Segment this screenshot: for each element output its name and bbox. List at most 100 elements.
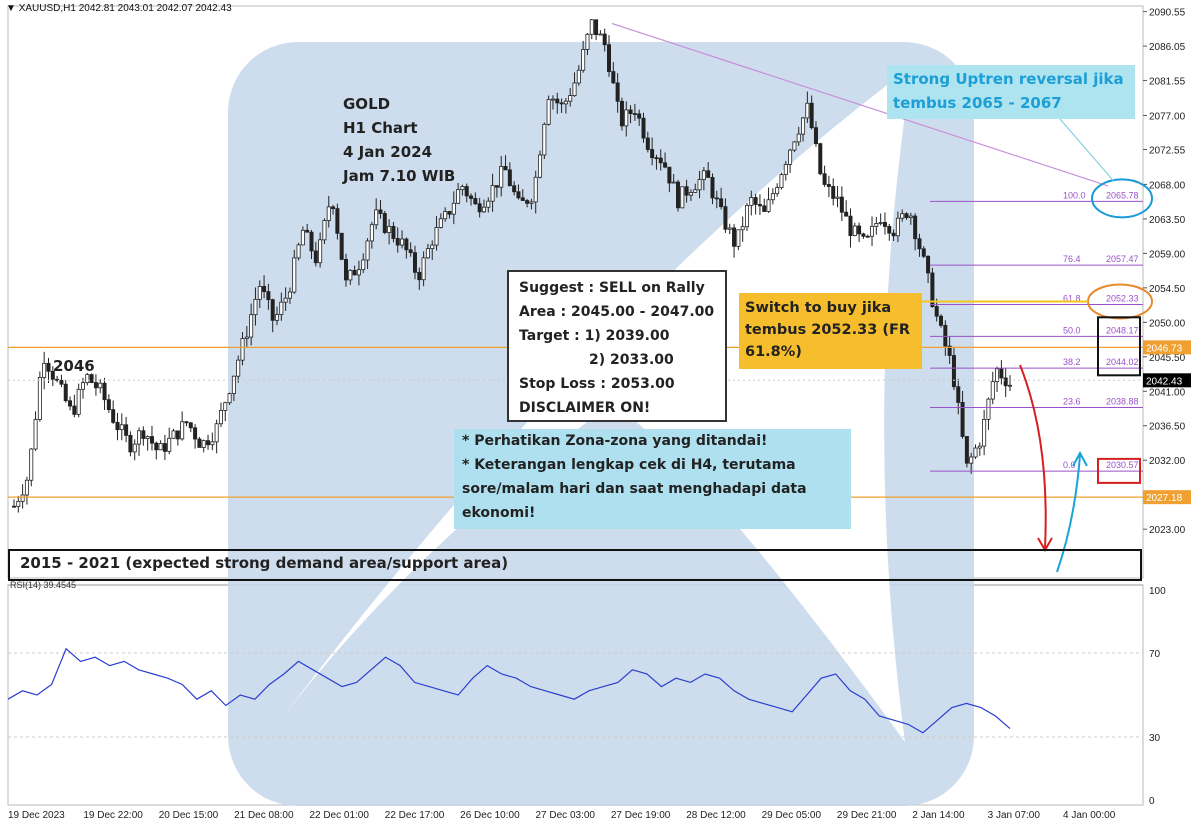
candle-body [658,157,663,164]
candle-body [460,186,465,191]
candle-body [24,479,29,496]
candle-body [124,424,129,436]
candle-body [757,204,762,207]
candle-body [287,291,292,299]
candle-body [744,205,749,228]
candle-body [400,238,405,246]
price-level-tag-label: 2046.73 [1146,343,1183,354]
candle-body [589,19,594,35]
candle-body [775,187,780,195]
candle-body [404,238,409,251]
x-tick-label: 22 Dec 17:00 [385,810,445,821]
candle-body [391,225,396,239]
candle-body [839,196,844,213]
candle-body [128,434,133,453]
suggest-line: Area : 2045.00 - 2047.00 [519,304,715,320]
candle-body [16,500,21,507]
price-level-tag [1143,340,1191,355]
candle-body [641,117,646,139]
candle-body [50,370,55,380]
candle-body [783,164,788,176]
switch-buy-note: Switch to buy jika tembus 2052.33 (FR 61… [739,293,922,369]
candle-body [533,176,538,203]
candle-body [749,197,754,206]
candle-body [727,227,732,230]
dropdown-arrow-icon[interactable]: ▼ [6,3,16,14]
fib-ratio-label: 61.8 [1063,293,1081,303]
price-level-tag [1143,490,1191,505]
y-tick-label: 2041.00 [1149,387,1186,398]
candle-body [576,69,581,84]
uptrend-pointer [1059,118,1115,182]
candle-body [990,381,995,400]
candle-body [546,99,551,125]
y-tick-label: 2077.00 [1149,111,1186,122]
candle-body [115,421,120,431]
candle-body [878,222,883,224]
candle-body [244,336,249,339]
fib-ratio-label: 23.6 [1063,397,1081,407]
fib-price-label: 2044.02 [1106,357,1139,367]
candle-body [369,224,374,242]
symbol-label: XAUUSD,H1 [18,3,76,14]
candle-body [917,238,922,250]
gold-title-line: GOLD [343,95,391,113]
candle-body [581,49,586,71]
candle-body [63,383,68,402]
candle-body [585,33,590,50]
candle-body [469,195,474,199]
candle-body [408,249,413,254]
candle-body [632,113,637,115]
candle-body [615,82,620,102]
candle-body [42,362,47,378]
candle-body [343,258,348,281]
candle-body [770,193,775,201]
candle-body [684,186,689,196]
demand-zone-box: 2015 - 2021 (expected strong demand area… [8,549,1142,581]
x-tick-label: 27 Dec 19:00 [611,810,671,821]
candle-body [421,257,426,281]
candle-body [598,33,603,36]
candle-body [339,232,344,260]
candle-body [292,257,297,293]
y-tick-label: 2072.55 [1149,146,1186,157]
candle-body [486,200,491,208]
candle-body [542,123,547,156]
candle-body [766,199,771,212]
uptrend-note: Strong Uptren reversal jika tembus 2065 … [887,65,1135,119]
candle-body [865,235,870,238]
candle-body [167,437,172,452]
y-tick-label: 2032.00 [1149,456,1186,467]
candle-body [218,409,223,425]
candle-body [512,185,517,193]
candle-body [934,306,939,317]
candle-body [943,324,948,347]
candle-body [283,297,288,303]
candle-body [72,405,77,415]
rsi-tick-label: 70 [1149,649,1161,660]
x-tick-label: 22 Dec 01:00 [309,810,369,821]
candle-body [223,402,228,411]
candle-body [456,189,461,204]
fib-price-label: 2030.57 [1106,460,1139,470]
candle-body [964,436,969,464]
candle-body [507,169,512,187]
candle-body [852,225,857,236]
candle-body [870,225,875,237]
candle-body [732,227,737,247]
candle-body [926,255,931,274]
candle-body [145,436,150,439]
candle-body [818,143,823,175]
candle-body [425,248,430,259]
candle-body [85,374,90,384]
candle-body [210,441,215,446]
candle-body [464,186,469,197]
candle-body [654,157,659,160]
candle-body [516,191,521,199]
candle-body [348,269,353,281]
suggest-line: DISCLAIMER ON! [519,400,651,416]
candle-body [792,141,797,151]
candle-body [494,185,499,188]
candle-body [253,298,258,316]
